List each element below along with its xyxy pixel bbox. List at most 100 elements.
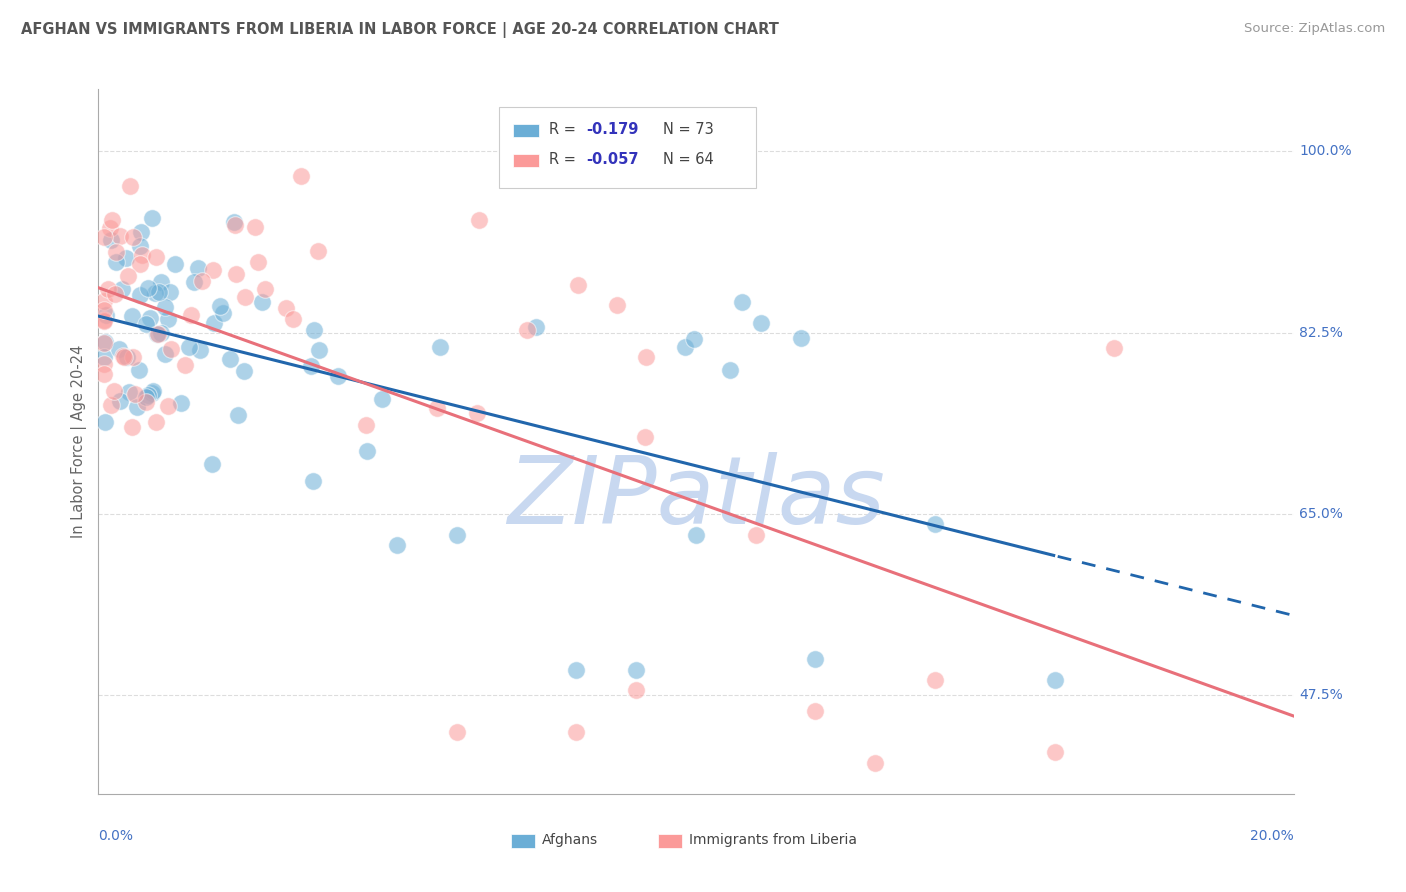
Point [100, 398, 122, 412]
Text: AFGHAN VS IMMIGRANTS FROM LIBERIA IN LABOR FORCE | AGE 20-24 CORRELATION CHART: AFGHAN VS IMMIGRANTS FROM LIBERIA IN LAB… [21, 22, 779, 38]
Point [567, 278, 589, 293]
Text: 65.0%: 65.0% [1299, 507, 1343, 521]
Point [121, 309, 143, 323]
Point [524, 320, 547, 334]
Point [135, 317, 157, 331]
Text: 0.0%: 0.0% [98, 830, 134, 843]
Point [103, 384, 125, 398]
Point [117, 268, 139, 283]
Point [127, 400, 149, 414]
Point [160, 342, 183, 356]
Point [673, 340, 696, 354]
Point [924, 517, 946, 532]
Text: 20.0%: 20.0% [1250, 830, 1294, 843]
Point [208, 299, 231, 313]
Point [93, 303, 115, 318]
Point [112, 350, 135, 364]
Point [93, 335, 115, 350]
Point [148, 285, 170, 299]
Text: ZIPatlas: ZIPatlas [508, 452, 884, 543]
Point [226, 409, 249, 423]
Point [111, 282, 134, 296]
Point [108, 228, 131, 243]
Point [131, 225, 153, 239]
Point [163, 257, 186, 271]
Point [174, 358, 197, 372]
Text: -0.057: -0.057 [586, 153, 638, 167]
Point [233, 364, 256, 378]
Point [135, 395, 157, 409]
Point [250, 294, 273, 309]
Bar [513, 154, 540, 168]
Point [93, 313, 115, 327]
Point [131, 248, 153, 262]
Point [429, 340, 451, 354]
Point [94, 416, 117, 430]
Point [145, 416, 167, 430]
Point [156, 400, 179, 414]
Point [149, 326, 172, 341]
Point [356, 418, 378, 433]
Point [93, 293, 115, 308]
Point [224, 218, 246, 232]
Point [626, 683, 648, 698]
FancyBboxPatch shape [499, 107, 756, 188]
Text: Source: ZipAtlas.com: Source: ZipAtlas.com [1244, 22, 1385, 36]
Point [118, 384, 141, 399]
Point [94, 308, 117, 322]
Point [122, 350, 145, 364]
Text: R =: R = [548, 122, 581, 136]
Point [426, 401, 449, 415]
Point [101, 212, 124, 227]
Point [149, 275, 172, 289]
Point [308, 343, 330, 357]
Text: -0.179: -0.179 [586, 122, 638, 136]
Point [328, 369, 350, 384]
Point [233, 290, 256, 304]
Point [865, 756, 887, 770]
Text: 82.5%: 82.5% [1299, 326, 1343, 340]
Point [565, 724, 588, 739]
Point [302, 323, 325, 337]
Point [1043, 746, 1066, 760]
Point [804, 652, 827, 666]
Point [211, 306, 233, 320]
Point [136, 388, 159, 402]
Point [93, 367, 115, 381]
Text: Immigrants from Liberia: Immigrants from Liberia [689, 833, 856, 847]
Point [924, 673, 946, 687]
Point [129, 239, 152, 253]
Point [145, 327, 167, 342]
Point [183, 275, 205, 289]
Point [104, 286, 127, 301]
Point [243, 219, 266, 234]
Point [186, 261, 208, 276]
Point [202, 317, 225, 331]
Point [153, 347, 176, 361]
Point [749, 316, 772, 330]
Point [128, 362, 150, 376]
Point [371, 392, 394, 407]
Point [446, 724, 468, 739]
Point [118, 179, 141, 194]
Text: N = 64: N = 64 [662, 153, 713, 167]
Point [136, 281, 159, 295]
Point [100, 233, 122, 247]
Point [170, 396, 193, 410]
Point [93, 230, 115, 244]
Point [565, 663, 588, 677]
Text: N = 73: N = 73 [662, 122, 713, 136]
Point [142, 384, 165, 398]
Point [108, 342, 131, 356]
Point [122, 230, 145, 244]
Point [202, 262, 225, 277]
Point [188, 343, 211, 358]
Point [93, 357, 115, 371]
Point [745, 528, 768, 542]
Point [1104, 341, 1126, 355]
Point [135, 390, 157, 404]
Point [98, 221, 121, 235]
Point [465, 406, 488, 420]
Point [224, 215, 246, 229]
Point [153, 301, 176, 315]
